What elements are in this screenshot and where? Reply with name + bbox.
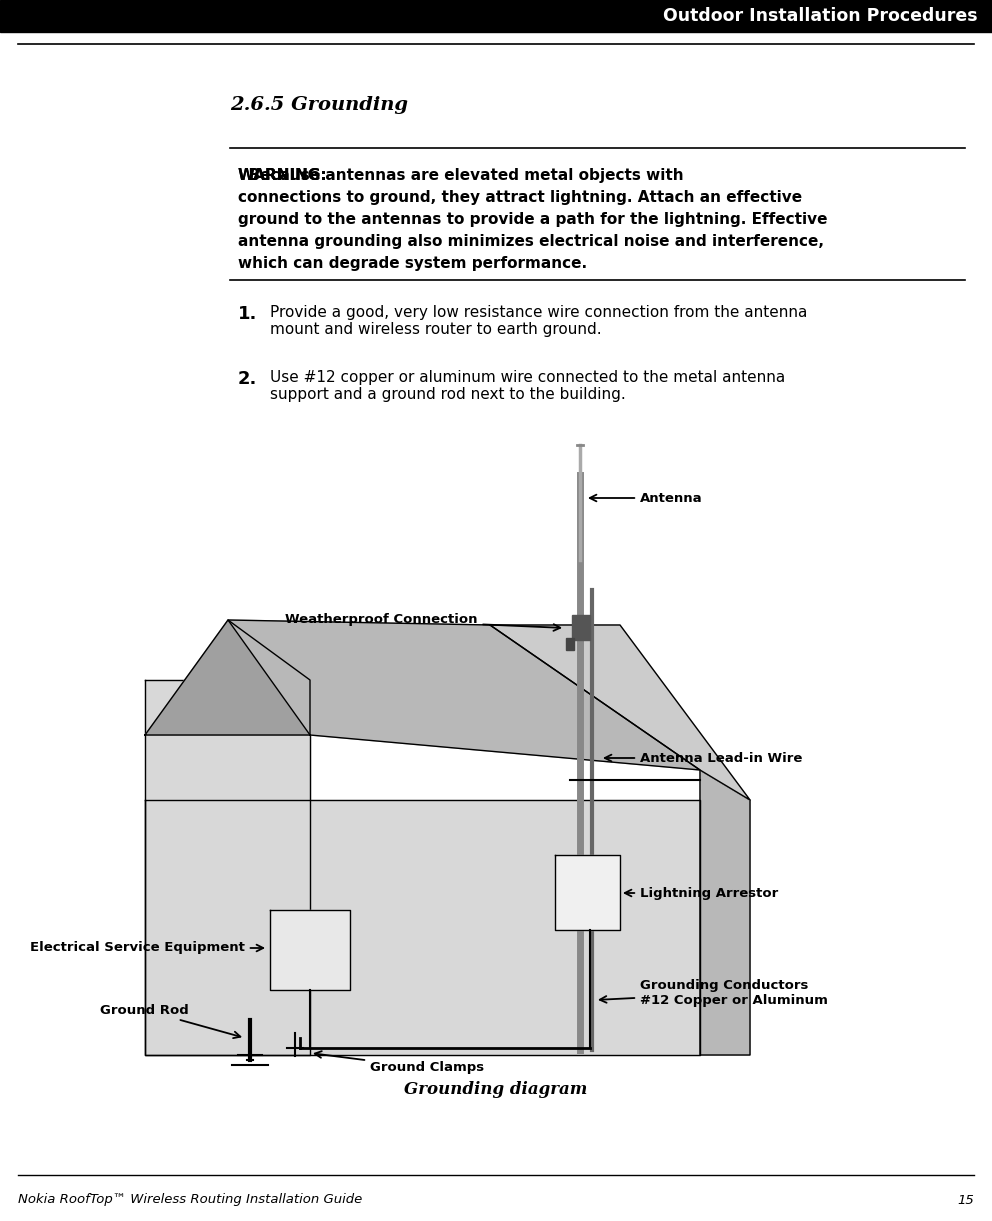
Bar [555, 855, 620, 930]
Text: 15: 15 [957, 1193, 974, 1206]
Text: ground to the antennas to provide a path for the lightning. Effective: ground to the antennas to provide a path… [238, 212, 827, 227]
Text: connections to ground, they attract lightning. Attach an effective: connections to ground, they attract ligh… [238, 190, 803, 205]
Bar [270, 910, 350, 990]
Text: Ground Rod: Ground Rod [100, 1004, 240, 1038]
Text: Because antennas are elevated metal objects with: Because antennas are elevated metal obje… [238, 168, 683, 183]
Text: 2.: 2. [238, 370, 257, 388]
Text: Ground Clamps: Ground Clamps [314, 1051, 484, 1074]
Text: Lightning Arrestor: Lightning Arrestor [625, 886, 779, 900]
Text: Outdoor Installation Procedures: Outdoor Installation Procedures [664, 7, 978, 24]
Text: 1.: 1. [238, 305, 257, 324]
Text: Grounding Conductors
#12 Copper or Aluminum: Grounding Conductors #12 Copper or Alumi… [600, 979, 828, 1007]
Text: WARNING:: WARNING: [238, 168, 327, 183]
Text: Grounding diagram: Grounding diagram [405, 1082, 587, 1099]
Polygon shape [145, 680, 310, 1055]
Text: Nokia RoofTop™ Wireless Routing Installation Guide: Nokia RoofTop™ Wireless Routing Installa… [18, 1193, 362, 1206]
Text: Weatherproof Connection: Weatherproof Connection [285, 613, 560, 631]
Bar [572, 615, 590, 640]
Polygon shape [700, 770, 750, 1055]
Text: Antenna Lead-in Wire: Antenna Lead-in Wire [605, 751, 803, 764]
Polygon shape [490, 625, 750, 800]
Bar [566, 639, 574, 650]
Polygon shape [145, 620, 310, 735]
Text: WARNING:: WARNING: [238, 168, 327, 183]
Polygon shape [145, 800, 700, 1055]
Polygon shape [228, 620, 700, 770]
Text: Electrical Service Equipment: Electrical Service Equipment [30, 941, 263, 955]
Bar [0, 0, 992, 32]
Text: which can degrade system performance.: which can degrade system performance. [238, 256, 587, 271]
Text: Provide a good, very low resistance wire connection from the antenna
mount and w: Provide a good, very low resistance wire… [270, 305, 807, 337]
Text: antenna grounding also minimizes electrical noise and interference,: antenna grounding also minimizes electri… [238, 234, 824, 249]
Text: Use #12 copper or aluminum wire connected to the metal antenna
support and a gro: Use #12 copper or aluminum wire connecte… [270, 370, 786, 403]
Text: 2.6.5 Grounding: 2.6.5 Grounding [230, 96, 408, 114]
Text: Antenna: Antenna [590, 492, 702, 504]
